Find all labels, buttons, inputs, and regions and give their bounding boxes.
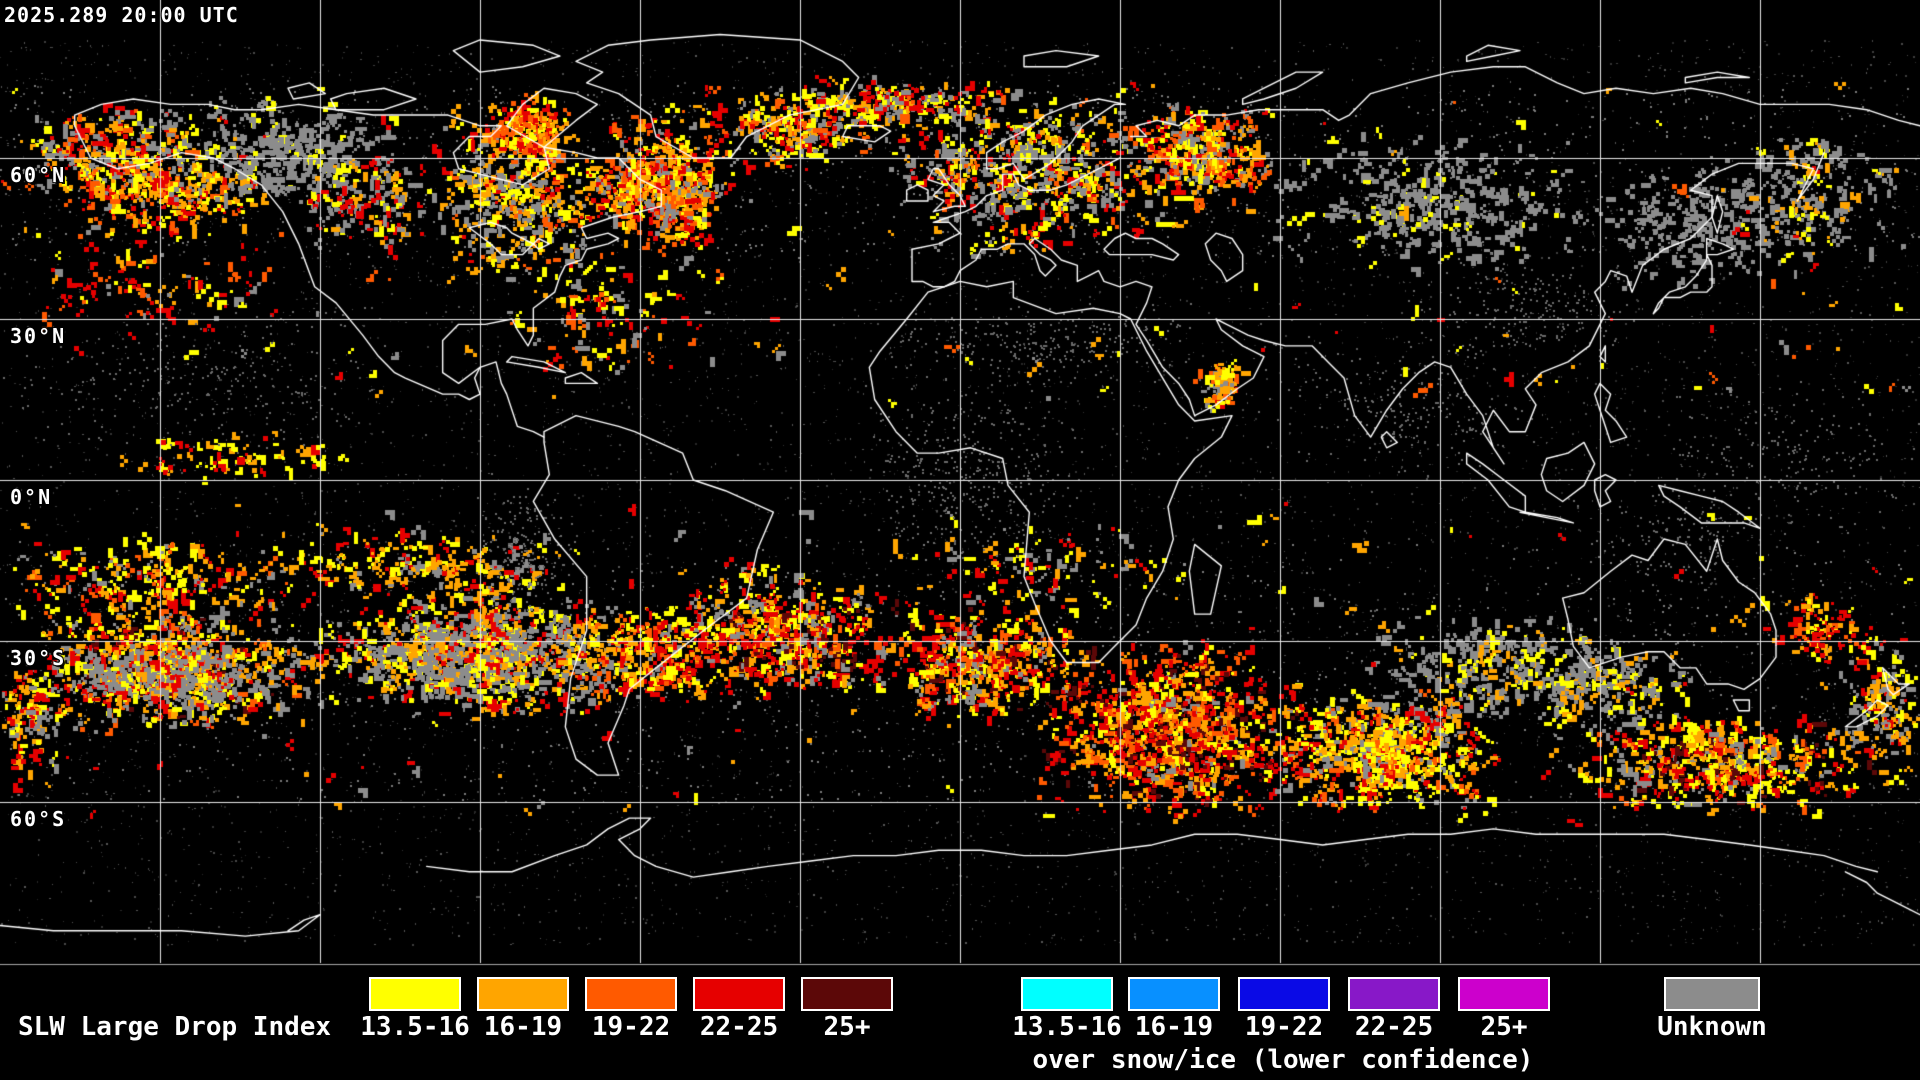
- slw-swatch-13-16: [369, 977, 461, 1011]
- snow-swatch-13-16: [1021, 977, 1113, 1011]
- legend-caption-snow-ice: over snow/ice (lower confidence): [1032, 1045, 1534, 1075]
- snow-swatch-19-22: [1238, 977, 1330, 1011]
- lat-label: 30°N: [10, 324, 67, 348]
- slw-range-label: 22-25: [699, 1012, 779, 1042]
- slw-swatch-19-22: [585, 977, 677, 1011]
- slw-swatch-16-19: [477, 977, 569, 1011]
- snow-swatch-22-25: [1348, 977, 1440, 1011]
- unknown-swatch: [1664, 977, 1760, 1011]
- slw-range-label: 25+: [823, 1012, 871, 1042]
- slw-range-label: 13.5-16: [360, 1012, 470, 1042]
- snow-range-label: 25+: [1480, 1012, 1528, 1042]
- lat-label: 0°N: [10, 485, 53, 509]
- timestamp-label: 2025.289 20:00 UTC: [4, 3, 239, 27]
- snow-swatch-25plus: [1458, 977, 1550, 1011]
- snow-range-label: 19-22: [1244, 1012, 1324, 1042]
- unknown-label: Unknown: [1657, 1012, 1767, 1042]
- snow-range-label: 16-19: [1134, 1012, 1214, 1042]
- snow-range-label: 22-25: [1354, 1012, 1434, 1042]
- slw-range-label: 16-19: [483, 1012, 563, 1042]
- slw-range-label: 19-22: [591, 1012, 671, 1042]
- snow-range-label: 13.5-16: [1012, 1012, 1122, 1042]
- slw-swatch-25plus: [801, 977, 893, 1011]
- lat-label: 30°S: [10, 646, 67, 670]
- slw-swatch-22-25: [693, 977, 785, 1011]
- snow-swatch-16-19: [1128, 977, 1220, 1011]
- lat-label: 60°S: [10, 807, 67, 831]
- lat-label: 60°N: [10, 163, 67, 187]
- legend-title: SLW Large Drop Index: [18, 1012, 332, 1042]
